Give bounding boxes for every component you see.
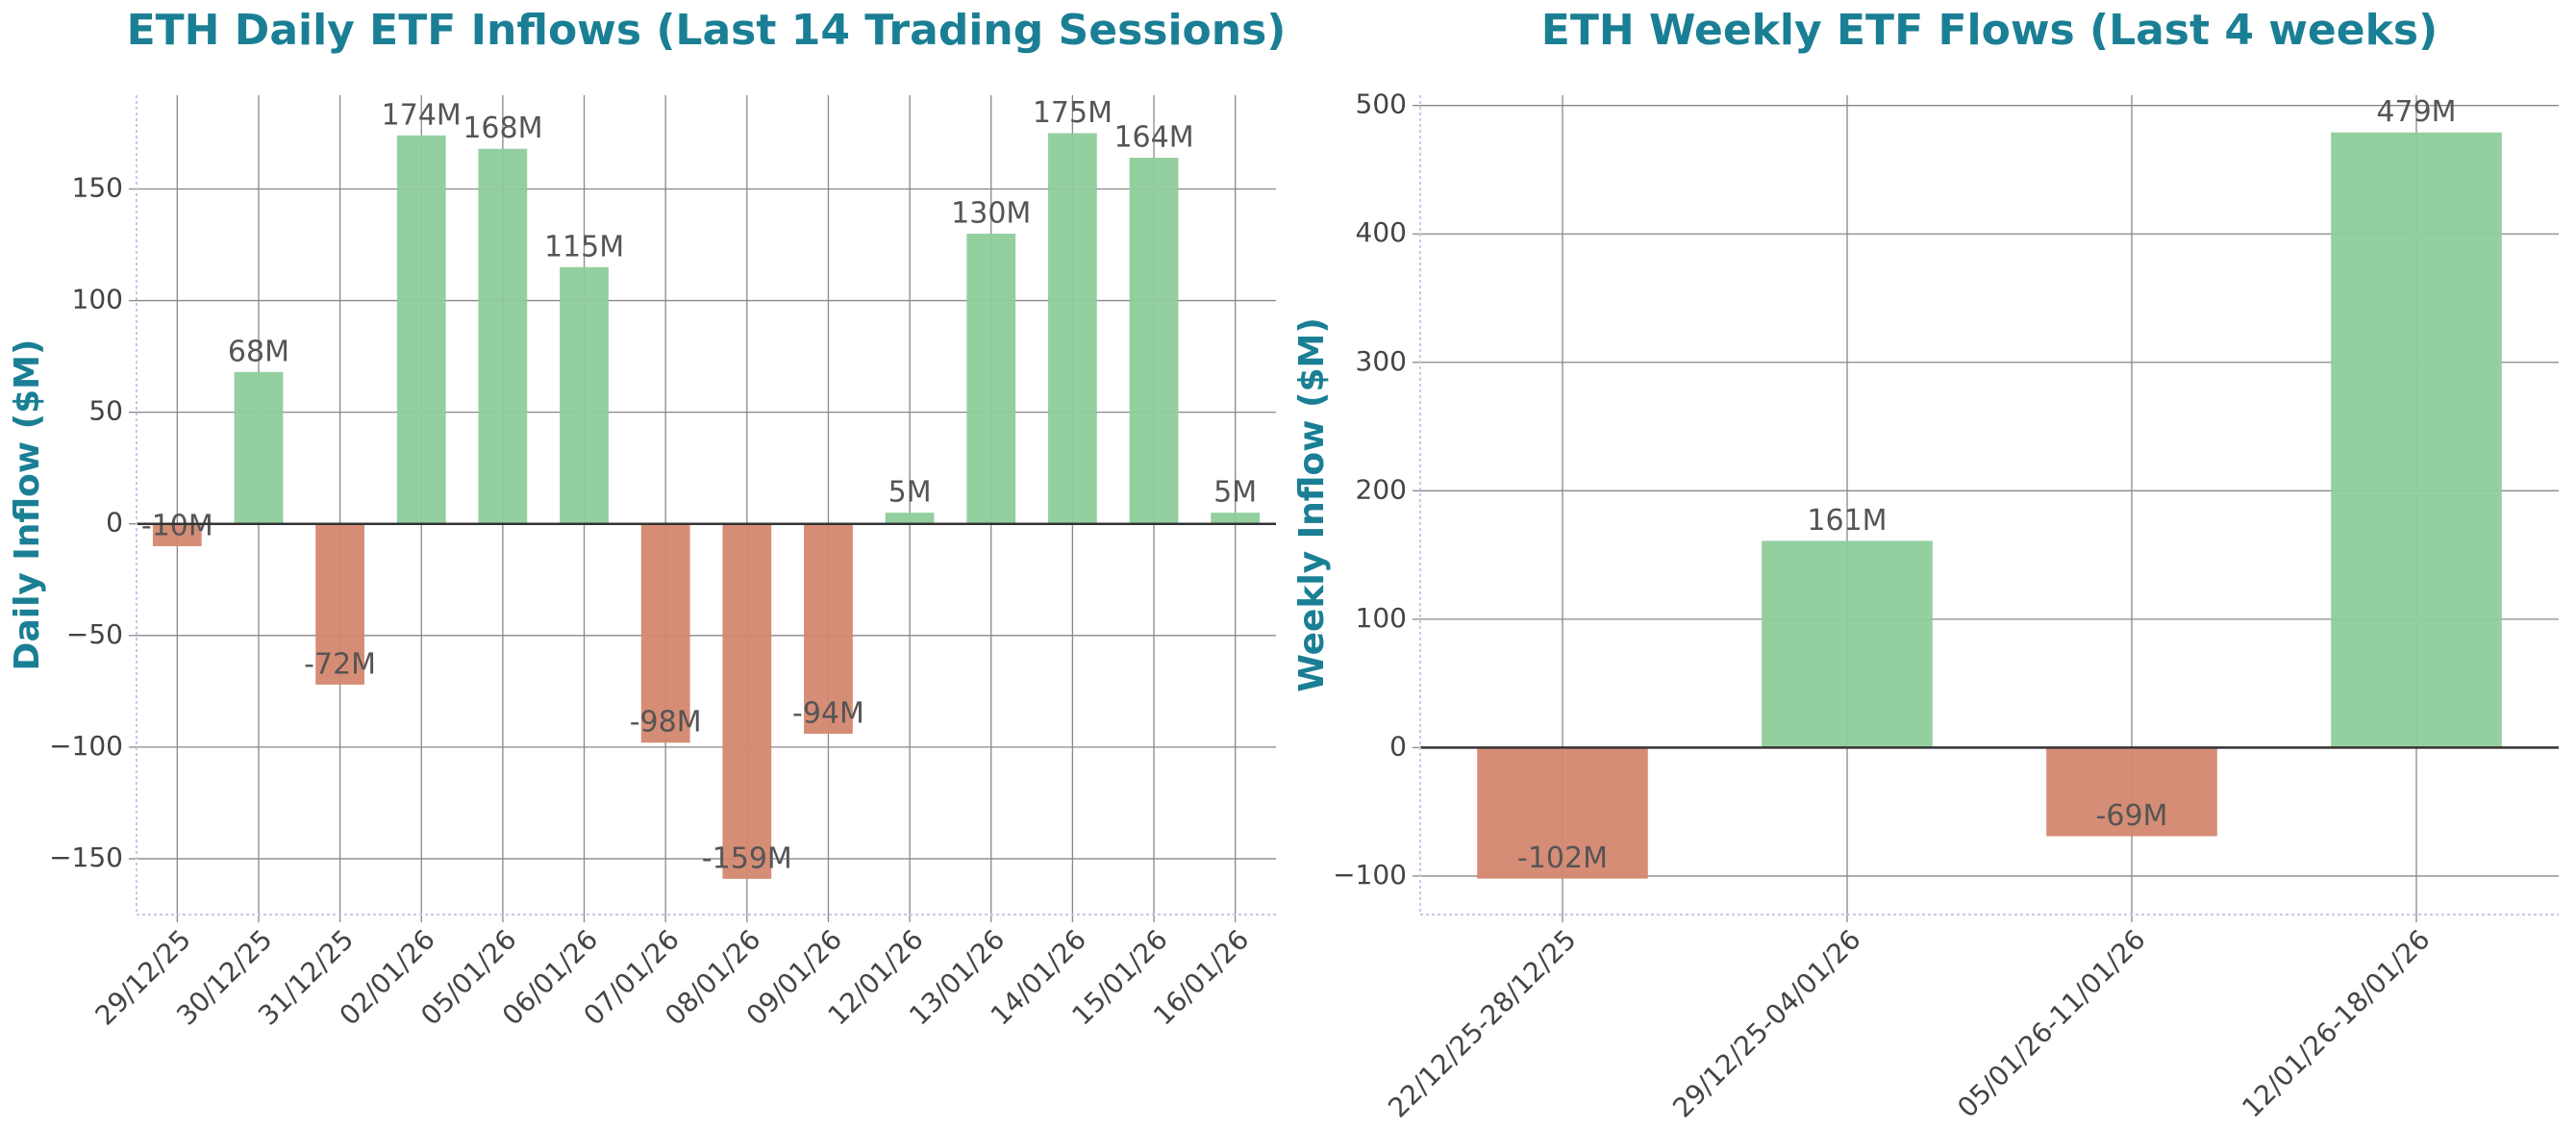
value-label: -159M [702, 841, 792, 875]
value-label: -98M [630, 706, 702, 740]
bar [478, 148, 528, 524]
bar [1048, 133, 1097, 524]
y-tick-label: −100 [1333, 859, 1407, 891]
value-label: 68M [228, 335, 289, 368]
y-axis-label: Weekly Inflow ($M) [1292, 317, 1332, 692]
x-tick-label: 29/12/25-04/01/26 [1666, 923, 1866, 1123]
x-tick-label: 22/12/25-28/12/25 [1382, 923, 1582, 1123]
value-label: -72M [304, 647, 376, 681]
y-tick-label: −100 [49, 730, 123, 762]
y-tick-label: 500 [1356, 88, 1407, 120]
bar [804, 523, 853, 734]
bar [396, 135, 446, 524]
value-label: -102M [1517, 841, 1608, 875]
bar [152, 523, 202, 546]
y-tick-label: −150 [49, 841, 123, 873]
value-label: 479M [2376, 95, 2456, 129]
chart-title: ETH Weekly ETF Flows (Last 4 weeks) [1541, 6, 2438, 55]
value-label: 5M [1213, 476, 1257, 510]
y-tick-label: 0 [1389, 730, 1407, 762]
value-label: 161M [1807, 504, 1887, 538]
bar [966, 233, 1016, 524]
bar [1762, 540, 1933, 748]
value-label: 168M [463, 112, 542, 145]
bar [722, 523, 772, 879]
bar [560, 266, 609, 524]
x-tick-label: 12/01/26-18/01/26 [2236, 923, 2436, 1123]
bar [640, 523, 690, 743]
bar [2046, 747, 2217, 837]
bar [1129, 158, 1179, 524]
bar [1211, 513, 1261, 524]
y-tick-label: 100 [72, 284, 123, 315]
value-label: -94M [792, 696, 864, 730]
y-axis-label: Daily Inflow ($M) [8, 339, 47, 671]
y-tick-label: 50 [88, 395, 123, 427]
value-label: 175M [1033, 96, 1113, 130]
chart-title: ETH Daily ETF Inflows (Last 14 Trading S… [127, 6, 1287, 55]
value-label: 130M [951, 196, 1031, 230]
bar [885, 513, 935, 524]
bar [1477, 747, 1648, 879]
value-label: -10M [141, 509, 213, 542]
y-tick-label: 200 [1356, 473, 1407, 505]
y-tick-label: 400 [1356, 216, 1407, 248]
y-tick-label: 0 [106, 507, 123, 539]
x-tick-label: 05/01/26-11/01/26 [1951, 923, 2151, 1123]
bar [315, 523, 364, 685]
value-label: 5M [888, 476, 932, 510]
value-label: 164M [1113, 121, 1193, 155]
bar [234, 371, 284, 524]
bar [2331, 132, 2502, 748]
y-tick-label: 300 [1356, 345, 1407, 377]
y-tick-label: −50 [66, 618, 123, 650]
y-tick-label: 100 [1356, 602, 1407, 634]
value-label: 174M [382, 98, 462, 132]
value-label: -69M [2096, 799, 2168, 833]
y-tick-label: 150 [72, 172, 123, 204]
value-label: 115M [544, 230, 624, 264]
